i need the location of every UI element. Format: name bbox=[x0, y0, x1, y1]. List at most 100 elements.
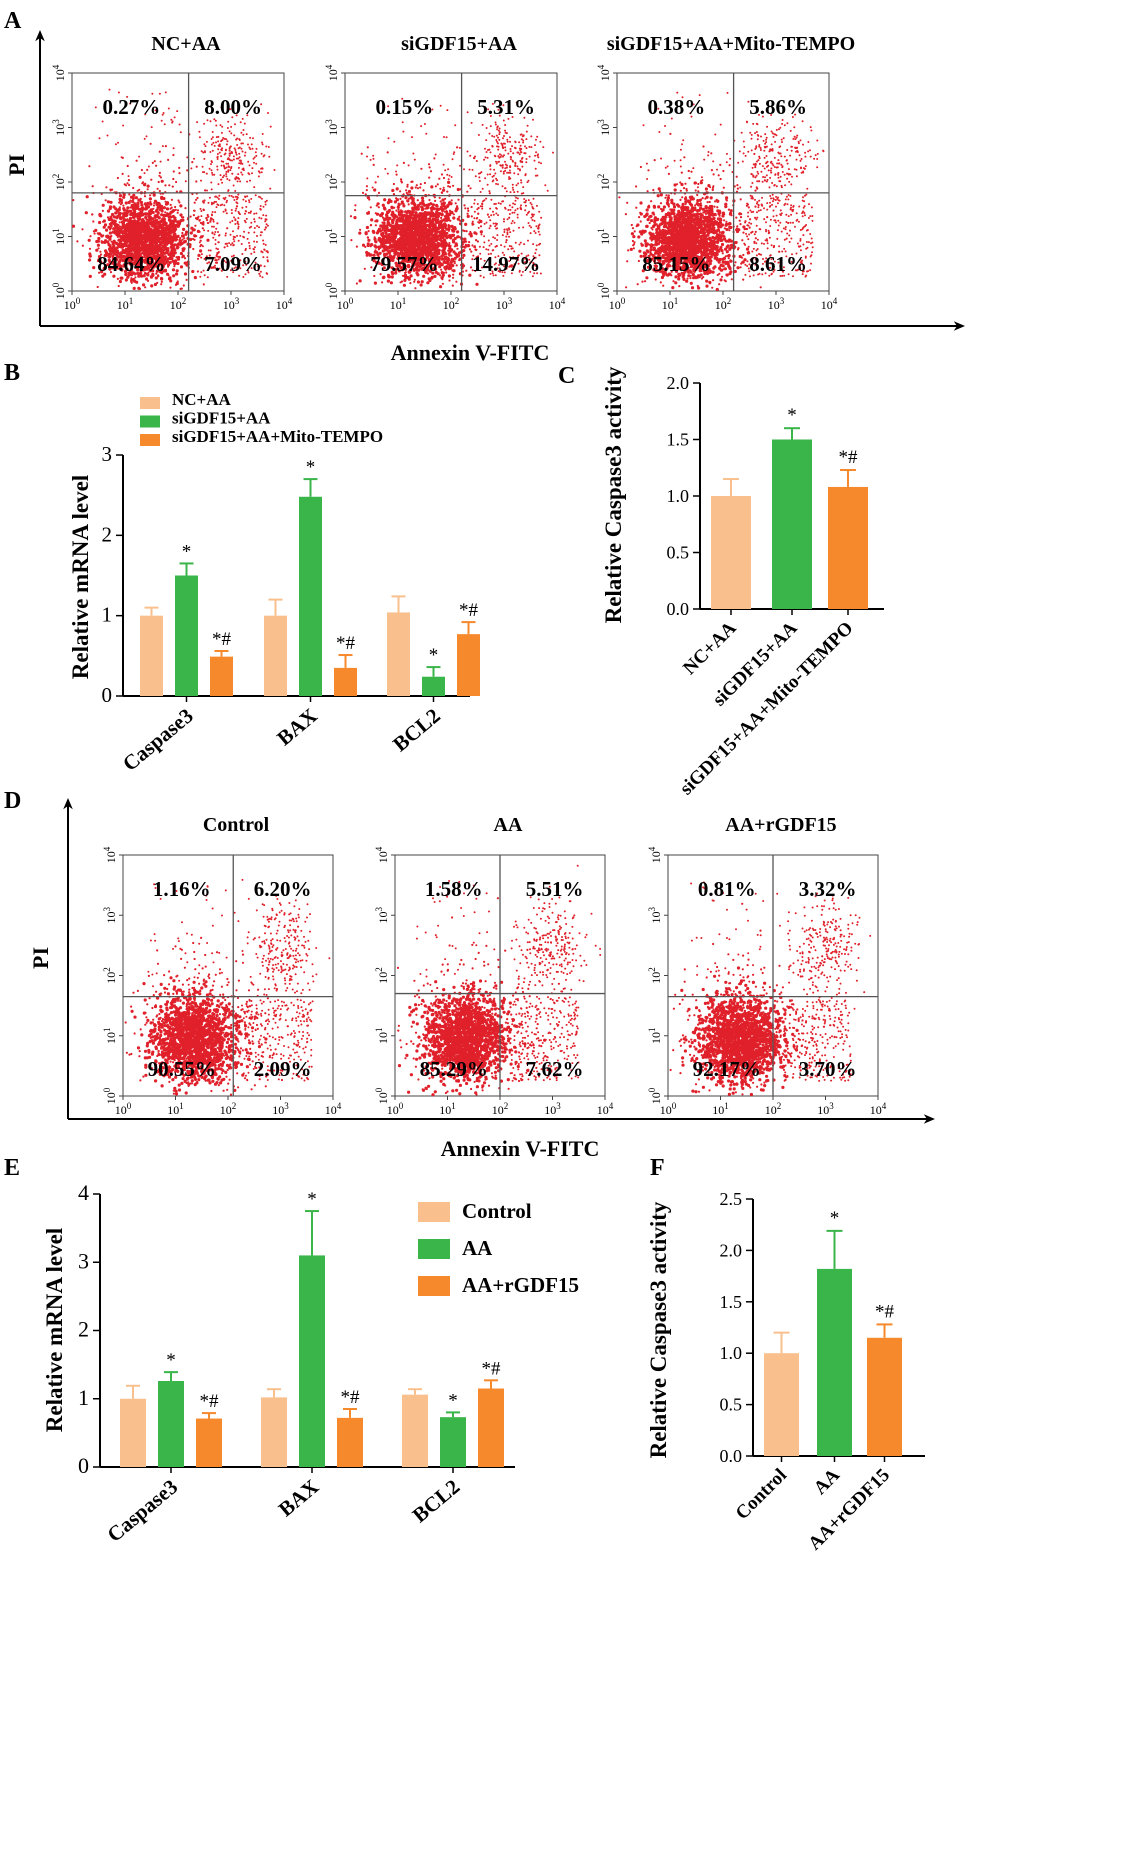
dot bbox=[199, 221, 202, 224]
dot bbox=[439, 222, 442, 225]
dot bbox=[177, 246, 180, 249]
x-tick-label: 101 bbox=[117, 296, 134, 312]
dot bbox=[192, 214, 195, 217]
dot bbox=[244, 195, 246, 198]
x-tick-exponent: 2 bbox=[182, 296, 187, 306]
dot bbox=[181, 218, 185, 222]
dot bbox=[508, 245, 511, 247]
dot bbox=[492, 210, 494, 213]
dot bbox=[408, 228, 411, 231]
dot bbox=[200, 215, 203, 218]
dot bbox=[489, 224, 492, 227]
dot bbox=[156, 235, 159, 238]
dot bbox=[151, 161, 154, 164]
dot bbox=[224, 149, 227, 152]
dot bbox=[202, 171, 204, 174]
dot bbox=[537, 224, 540, 227]
dot bbox=[408, 224, 411, 227]
dot bbox=[475, 217, 478, 220]
dot bbox=[264, 243, 267, 246]
dot bbox=[235, 207, 238, 210]
dot bbox=[182, 240, 186, 244]
dot bbox=[434, 237, 438, 241]
dot bbox=[189, 231, 193, 235]
dot bbox=[242, 133, 245, 136]
dot bbox=[128, 183, 131, 187]
dot bbox=[515, 184, 518, 187]
dot bbox=[113, 219, 117, 223]
dot bbox=[662, 205, 667, 209]
dot bbox=[530, 226, 533, 229]
dot bbox=[155, 226, 158, 229]
dot bbox=[167, 227, 170, 230]
dot bbox=[116, 277, 119, 280]
dot bbox=[81, 244, 84, 247]
dot bbox=[244, 221, 247, 224]
dot bbox=[189, 215, 192, 218]
dot bbox=[476, 240, 479, 243]
dot bbox=[234, 223, 237, 225]
dot bbox=[520, 208, 523, 211]
outer-x-arrow bbox=[953, 321, 965, 331]
dot bbox=[151, 221, 155, 225]
x-tick-exponent: 3 bbox=[508, 296, 513, 306]
dot bbox=[159, 203, 162, 206]
dot bbox=[509, 191, 512, 194]
dot bbox=[521, 165, 524, 168]
dot bbox=[158, 231, 162, 234]
dot bbox=[385, 213, 389, 217]
dot bbox=[228, 179, 231, 182]
dot bbox=[139, 246, 142, 249]
dot bbox=[365, 225, 369, 230]
y-tick-exponent: 2 bbox=[324, 174, 334, 179]
dot bbox=[212, 141, 215, 144]
dot bbox=[223, 204, 226, 207]
dot bbox=[516, 207, 519, 210]
dot bbox=[497, 129, 500, 132]
dot bbox=[504, 160, 506, 163]
dot bbox=[124, 224, 127, 227]
quadrant-lower-left: 84.64% bbox=[97, 252, 165, 276]
dot bbox=[535, 204, 538, 207]
dot bbox=[225, 138, 228, 141]
dot bbox=[98, 220, 102, 225]
dot bbox=[232, 158, 235, 161]
dot bbox=[131, 213, 134, 216]
dot bbox=[370, 218, 374, 222]
dot bbox=[537, 153, 540, 156]
dot bbox=[238, 156, 241, 159]
dot bbox=[532, 118, 534, 121]
dot bbox=[507, 152, 510, 155]
dot bbox=[216, 196, 219, 199]
dot bbox=[502, 200, 505, 203]
dot bbox=[143, 137, 146, 140]
dot bbox=[119, 215, 122, 218]
dot bbox=[172, 274, 176, 278]
dot bbox=[433, 218, 436, 222]
dot bbox=[227, 169, 230, 172]
dot bbox=[255, 162, 258, 165]
dot bbox=[221, 138, 224, 141]
dot bbox=[181, 247, 184, 250]
dot bbox=[498, 133, 501, 136]
dot bbox=[206, 238, 210, 242]
dot bbox=[448, 247, 451, 250]
dot bbox=[486, 213, 489, 216]
dot bbox=[363, 267, 366, 270]
dot bbox=[173, 262, 177, 266]
dot bbox=[194, 217, 198, 220]
dot bbox=[173, 227, 176, 230]
dot bbox=[511, 145, 513, 148]
dot bbox=[88, 274, 92, 278]
dot bbox=[386, 172, 389, 175]
dot bbox=[170, 210, 174, 214]
dot bbox=[416, 199, 419, 202]
dot bbox=[203, 229, 206, 232]
y-tick-label: 101 bbox=[51, 228, 67, 245]
dot bbox=[490, 198, 493, 201]
dot bbox=[176, 256, 179, 259]
dot bbox=[214, 231, 217, 233]
dot bbox=[102, 220, 105, 223]
dot bbox=[149, 200, 152, 203]
